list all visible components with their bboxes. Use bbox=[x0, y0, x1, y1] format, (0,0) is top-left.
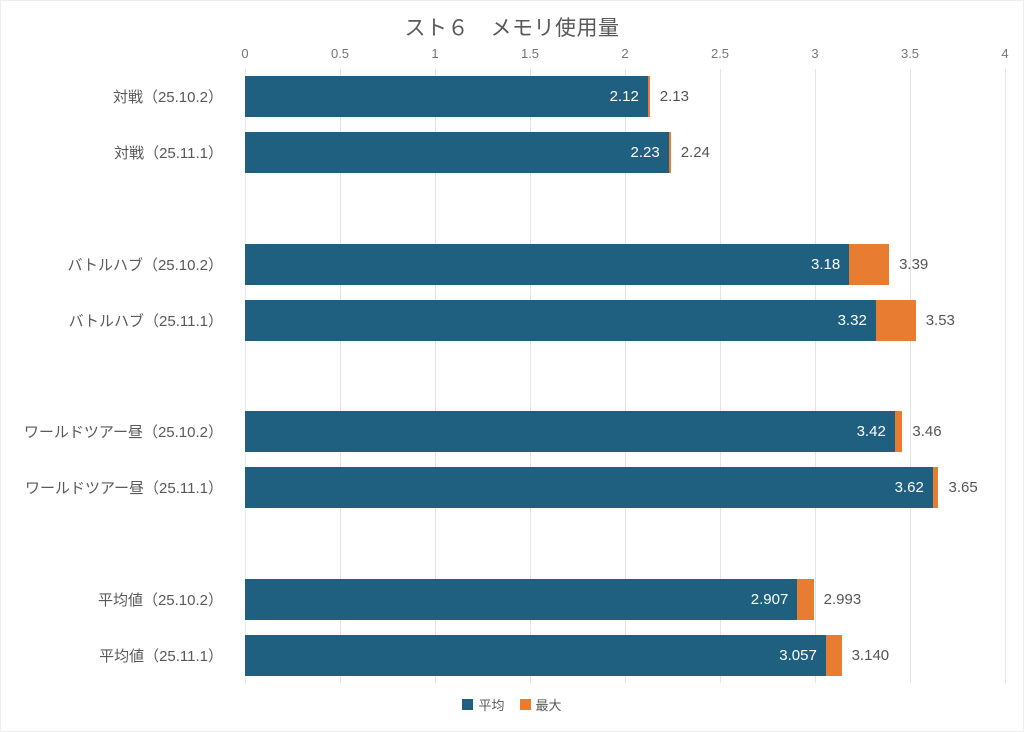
bar-row: バトルハブ（25.10.2） 3.18 3.39 bbox=[1, 236, 1023, 292]
gridline bbox=[245, 69, 246, 683]
gridline bbox=[625, 69, 626, 683]
max-bar-segment bbox=[894, 411, 903, 453]
category-label: 平均値（25.11.1） bbox=[99, 647, 223, 665]
max-value-label: 3.140 bbox=[851, 646, 890, 664]
max-bar-segment bbox=[932, 467, 939, 509]
bar-group: 2.23 2.24 bbox=[245, 132, 710, 174]
avg-bar-segment: 3.057 bbox=[245, 634, 826, 676]
chart-title: スト６ メモリ使用量 bbox=[404, 17, 620, 40]
avg-value-label: 3.32 bbox=[837, 311, 867, 329]
x-axis-tick: 3.5 bbox=[900, 46, 920, 61]
x-axis-tick: 1.5 bbox=[520, 46, 540, 61]
max-bar-segment bbox=[849, 243, 890, 285]
bar-row: ワールドツアー昼（25.10.2） 3.42 3.46 bbox=[1, 404, 1023, 460]
max-value-label: 3.53 bbox=[925, 311, 955, 329]
avg-bar-segment: 3.42 bbox=[245, 411, 895, 453]
x-axis-tick: 0 bbox=[241, 46, 249, 61]
avg-value-label: 2.12 bbox=[609, 88, 639, 106]
max-bar-segment bbox=[647, 76, 650, 118]
avg-value-label: 3.057 bbox=[779, 646, 817, 664]
gridline bbox=[435, 69, 436, 683]
bar-group: 3.42 3.46 bbox=[245, 411, 942, 453]
bar-group: 3.18 3.39 bbox=[245, 243, 929, 285]
x-axis-tick: 2.5 bbox=[710, 46, 730, 61]
avg-bar-segment: 3.32 bbox=[245, 299, 876, 341]
legend-label: 平均 bbox=[478, 698, 505, 713]
category-label: 対戦（25.11.1） bbox=[114, 145, 223, 163]
max-value-label: 2.993 bbox=[823, 590, 862, 608]
category-label: ワールドツアー昼（25.11.1） bbox=[24, 480, 223, 498]
avg-value-label: 2.23 bbox=[630, 144, 660, 162]
bar-row: ワールドツアー昼（25.11.1） 3.62 3.65 bbox=[1, 460, 1023, 516]
x-axis-tick: 0.5 bbox=[330, 46, 350, 61]
bar-group: 3.057 3.140 bbox=[245, 634, 890, 676]
legend-label: 最大 bbox=[535, 698, 562, 713]
gridline bbox=[1005, 69, 1006, 683]
gridline bbox=[720, 69, 721, 683]
bar-group: 3.62 3.65 bbox=[245, 467, 978, 509]
max-value-label: 2.24 bbox=[680, 144, 710, 162]
max-bar-segment bbox=[825, 634, 842, 676]
max-value-label: 3.46 bbox=[912, 423, 942, 441]
gridline bbox=[340, 69, 341, 683]
avg-bar-segment: 2.12 bbox=[245, 76, 648, 118]
gridline bbox=[530, 69, 531, 683]
max-bar-segment bbox=[668, 132, 671, 174]
category-label: 対戦（25.10.2） bbox=[112, 89, 223, 107]
max-bar-segment bbox=[797, 578, 814, 620]
category-label: 平均値（25.10.2） bbox=[97, 591, 223, 609]
category-label: ワールドツアー昼（25.10.2） bbox=[23, 424, 223, 442]
bar-row: バトルハブ（25.11.1） 3.32 3.53 bbox=[1, 292, 1023, 348]
avg-bar-segment: 3.62 bbox=[245, 467, 933, 509]
bar-row: 対戦（25.10.2） 2.12 2.13 bbox=[1, 69, 1023, 125]
x-axis-tick: 1 bbox=[431, 46, 439, 61]
legend-swatch-icon bbox=[462, 699, 474, 710]
avg-bar-segment: 2.907 bbox=[245, 578, 798, 620]
max-value-label: 2.13 bbox=[659, 88, 689, 106]
avg-bar-segment: 3.18 bbox=[245, 243, 850, 285]
category-label: バトルハブ（25.11.1） bbox=[68, 312, 223, 330]
legend-item: 最大 bbox=[519, 695, 562, 714]
gridline bbox=[815, 69, 816, 683]
legend: 平均 最大 bbox=[1, 695, 1023, 714]
gridline bbox=[910, 69, 911, 683]
bar-row: 平均値（25.10.2） 2.907 2.993 bbox=[1, 571, 1023, 627]
avg-value-label: 3.62 bbox=[894, 479, 924, 497]
x-axis-tick: 3 bbox=[811, 46, 819, 61]
avg-value-label: 3.18 bbox=[810, 255, 841, 273]
bar-row: 平均値（25.11.1） 3.057 3.140 bbox=[1, 627, 1023, 683]
max-bar-segment bbox=[875, 299, 916, 341]
avg-value-label: 3.42 bbox=[856, 423, 886, 441]
avg-bar-segment: 2.23 bbox=[245, 132, 669, 174]
x-axis-tick: 2 bbox=[621, 46, 629, 61]
legend-item: 平均 bbox=[462, 695, 505, 714]
x-axis-tick: 4 bbox=[1001, 46, 1009, 61]
bar-row: 対戦（25.11.1） 2.23 2.24 bbox=[1, 125, 1023, 181]
max-value-label: 3.39 bbox=[899, 255, 929, 273]
bar-group: 2.12 2.13 bbox=[245, 76, 689, 118]
legend-swatch-icon bbox=[519, 699, 531, 710]
bar-group: 3.32 3.53 bbox=[245, 299, 955, 341]
category-label: バトルハブ（25.10.2） bbox=[67, 256, 224, 274]
max-value-label: 3.65 bbox=[948, 479, 978, 497]
avg-value-label: 2.907 bbox=[750, 590, 789, 608]
bar-group: 2.907 2.993 bbox=[245, 578, 862, 620]
